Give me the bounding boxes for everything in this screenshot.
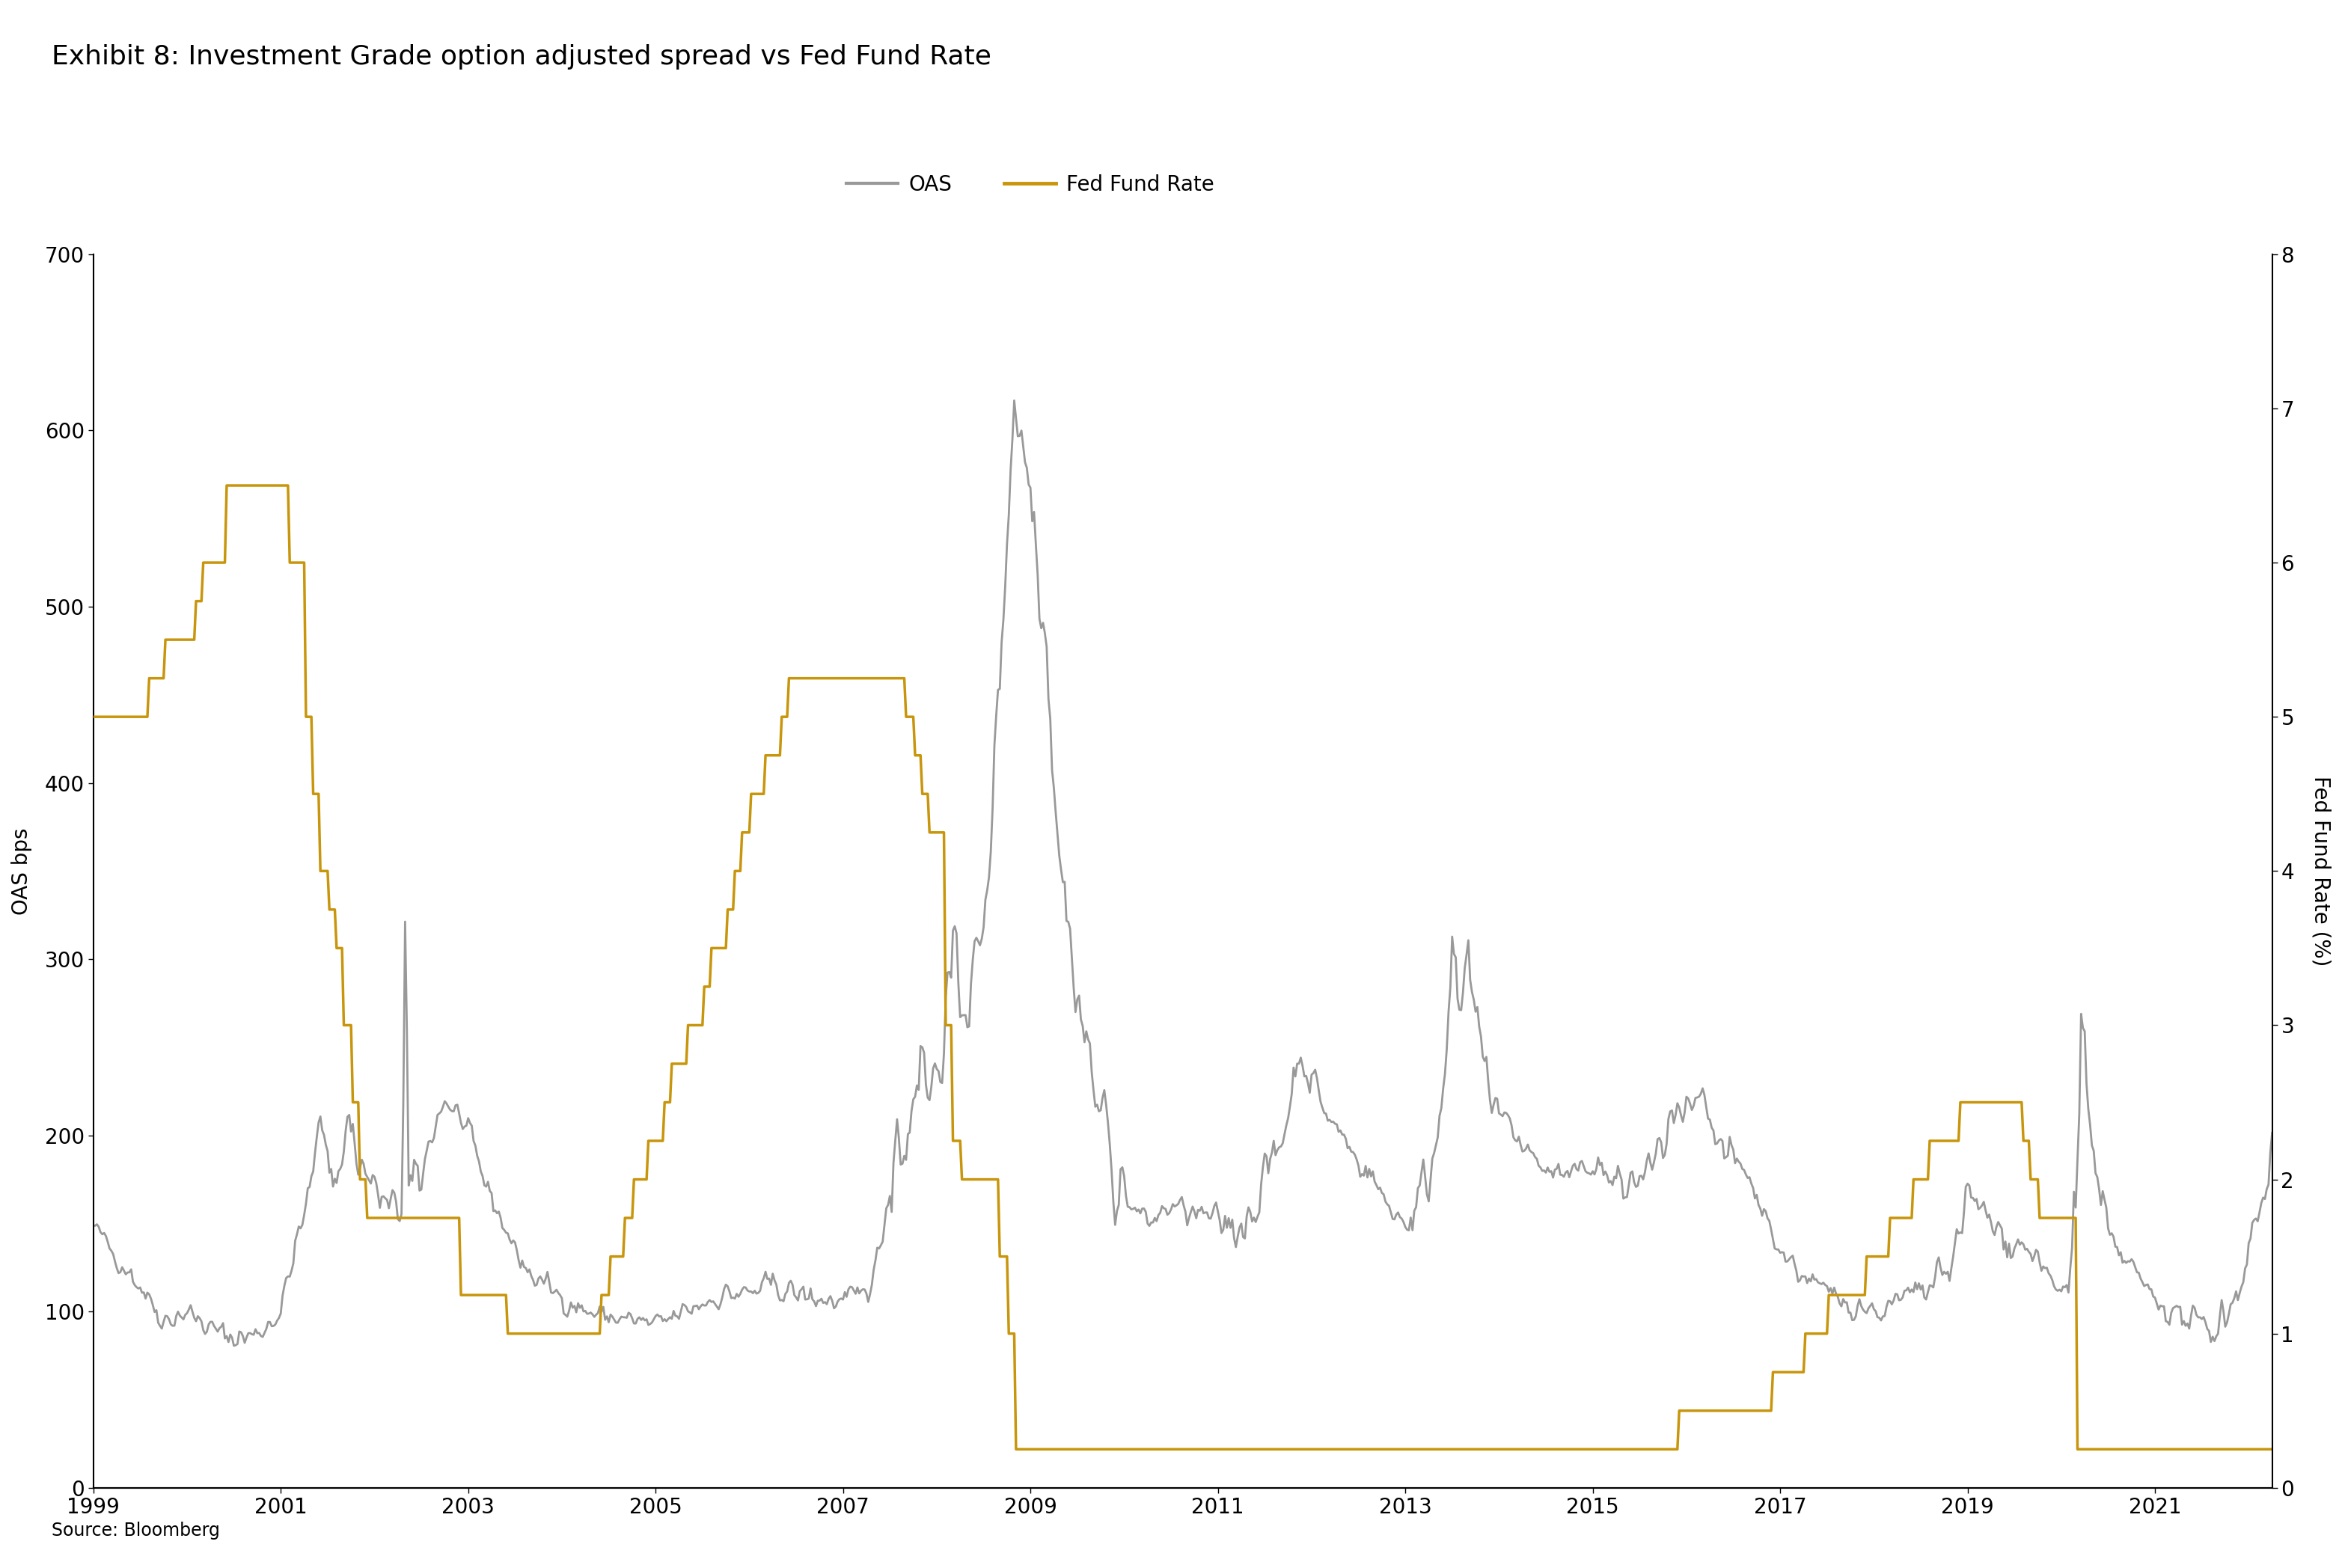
Fed Fund Rate bbox=[183, 591, 211, 610]
Fed Fund Rate bbox=[1845, 1286, 1874, 1305]
Fed Fund Rate bbox=[1937, 1132, 1965, 1151]
OAS bbox=[183, 1312, 211, 1331]
Fed Fund Rate bbox=[213, 477, 241, 495]
Fed Fund Rate bbox=[2258, 1439, 2286, 1458]
Text: Exhibit 8: Investment Grade option adjusted spread vs Fed Fund Rate: Exhibit 8: Investment Grade option adjus… bbox=[52, 44, 991, 69]
Fed Fund Rate bbox=[1002, 1439, 1030, 1458]
Y-axis label: OAS bps: OAS bps bbox=[12, 828, 33, 914]
OAS bbox=[220, 1336, 248, 1355]
Text: Source: Bloomberg: Source: Bloomberg bbox=[52, 1523, 220, 1540]
OAS bbox=[2232, 1254, 2260, 1273]
Line: Fed Fund Rate: Fed Fund Rate bbox=[94, 486, 2272, 1449]
OAS bbox=[2258, 1124, 2286, 1143]
Y-axis label: Fed Fund Rate (%): Fed Fund Rate (%) bbox=[2309, 776, 2330, 966]
OAS bbox=[1000, 390, 1028, 409]
Fed Fund Rate bbox=[80, 707, 108, 726]
OAS bbox=[80, 1217, 108, 1236]
Fed Fund Rate bbox=[309, 861, 337, 880]
OAS bbox=[354, 1168, 382, 1187]
Legend: OAS, Fed Fund Rate: OAS, Fed Fund Rate bbox=[838, 166, 1223, 204]
OAS bbox=[1937, 1259, 1965, 1278]
OAS bbox=[1845, 1290, 1874, 1309]
OAS bbox=[309, 1121, 337, 1140]
Fed Fund Rate bbox=[2232, 1439, 2260, 1458]
Line: OAS: OAS bbox=[94, 400, 2272, 1345]
Fed Fund Rate bbox=[354, 1209, 382, 1228]
